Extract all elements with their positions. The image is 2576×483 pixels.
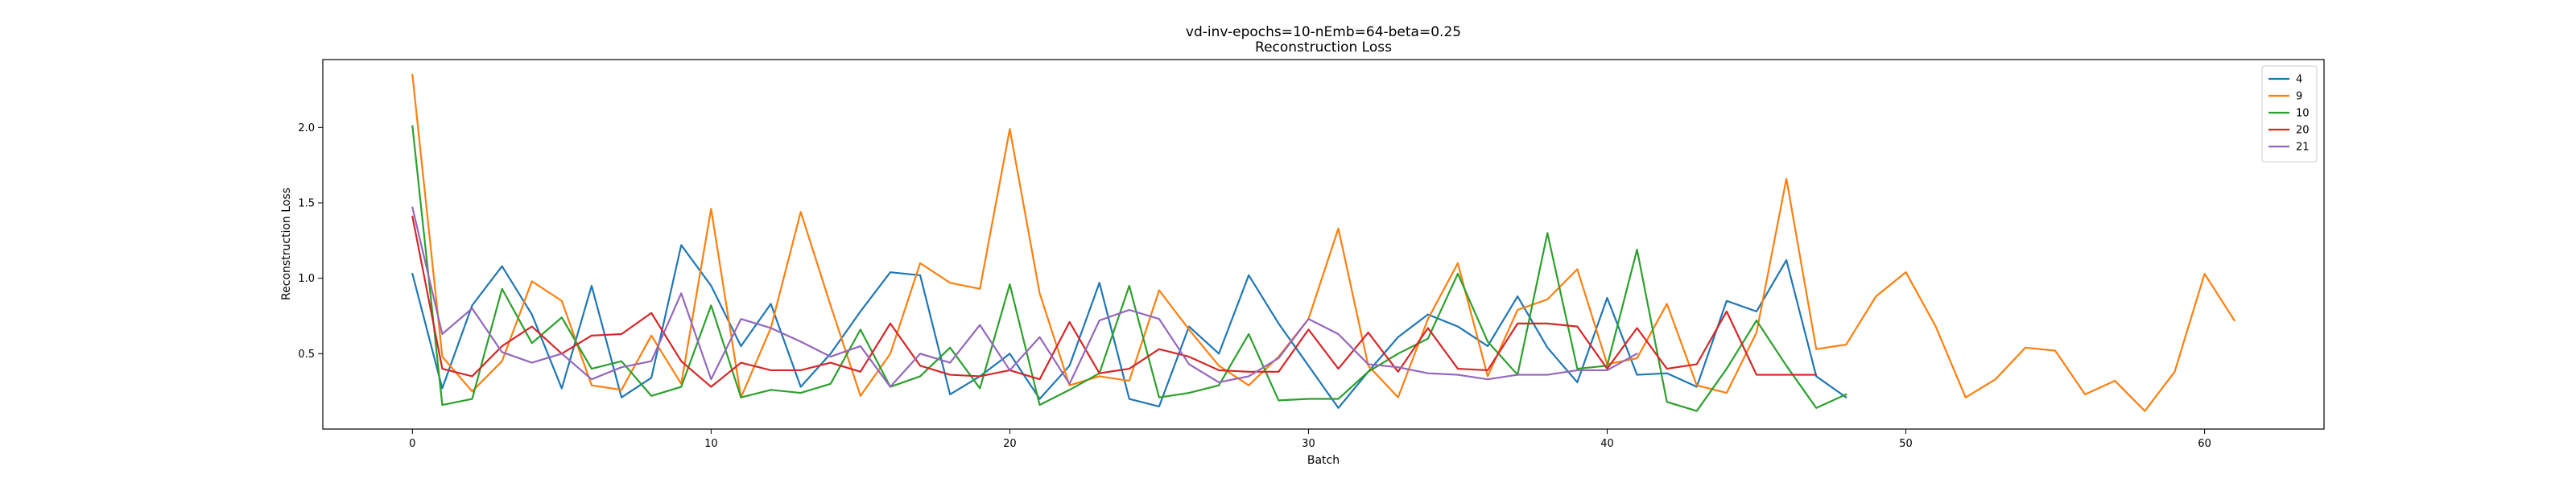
legend-label-20: 20 — [2296, 125, 2310, 137]
x-axis: 0 10 20 30 40 50 60 — [409, 429, 2211, 450]
x-tick-label: 40 — [1600, 438, 1614, 450]
chart-titles: vd-inv-epochs=10-nEmb=64-beta=0.25 Recon… — [280, 24, 1461, 467]
series-line-9 — [411, 73, 2235, 412]
chart-subtitle: Reconstruction Loss — [1255, 39, 1392, 56]
legend-label-4: 4 — [2296, 74, 2302, 86]
x-tick-label: 10 — [704, 438, 718, 450]
x-tick-label: 0 — [409, 438, 415, 450]
legend-label-10: 10 — [2296, 108, 2310, 120]
y-tick-label: 1.0 — [298, 273, 315, 285]
x-tick-label: 60 — [2198, 438, 2211, 450]
series-line-4 — [411, 244, 1847, 409]
plot-border — [322, 59, 2325, 430]
legend: 4 9 10 20 21 — [2261, 65, 2318, 163]
y-tick-label: 1.5 — [298, 197, 315, 209]
chart-title: vd-inv-epochs=10-nEmb=64-beta=0.25 — [1186, 24, 1461, 40]
y-axis-label: Reconstruction Loss — [280, 188, 293, 300]
series-line-10 — [411, 125, 1847, 412]
legend-label-9: 9 — [2296, 91, 2302, 103]
x-tick-label: 30 — [1302, 438, 1315, 450]
y-axis: 0.5 1.0 1.5 2.0 — [298, 122, 323, 361]
plot-area — [322, 59, 2325, 430]
y-tick-label: 2.0 — [298, 122, 315, 134]
series-line-20 — [411, 215, 1818, 388]
series-lines — [411, 73, 2235, 412]
legend-box — [2261, 65, 2318, 163]
x-tick-label: 50 — [1899, 438, 1913, 450]
legend-label-21: 21 — [2296, 142, 2310, 154]
x-axis-label: Batch — [1307, 454, 1340, 467]
y-tick-label: 0.5 — [298, 349, 315, 361]
x-tick-label: 20 — [1003, 438, 1017, 450]
series-line-21 — [411, 206, 1638, 388]
